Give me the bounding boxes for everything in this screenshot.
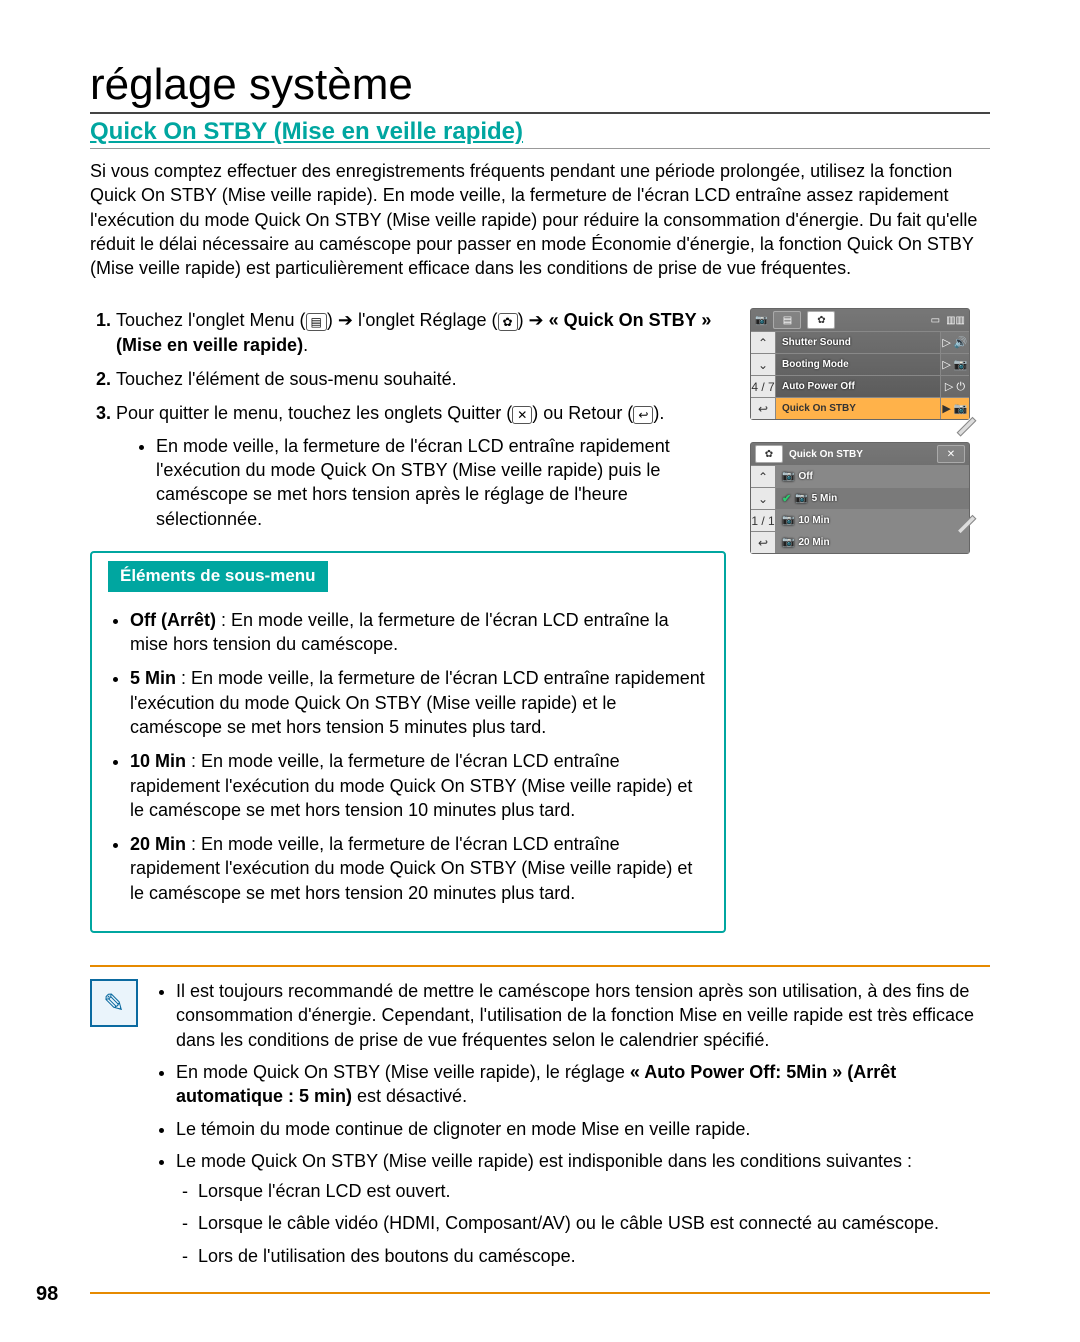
- enter-icon[interactable]: ▷ 📷: [940, 354, 969, 375]
- page-indicator: 1 / 1: [751, 510, 776, 531]
- divider: [90, 965, 990, 967]
- option-off[interactable]: 📷Off: [776, 466, 969, 487]
- settings-tab[interactable]: ✿: [755, 445, 783, 463]
- note-subitem: Lors de l'utilisation des boutons du cam…: [198, 1244, 990, 1268]
- divider: [90, 1292, 990, 1294]
- steps-list: Touchez l'onglet Menu (▤) ➔ l'onglet Rég…: [90, 308, 726, 530]
- submenu-header: Quick On STBY: [789, 449, 863, 460]
- submenu-item: 10 Min : En mode veille, la fermeture de…: [130, 749, 708, 822]
- option-20min[interactable]: 📷20 Min: [776, 532, 969, 553]
- intro-paragraph: Si vous comptez effectuer des enregistre…: [90, 159, 990, 280]
- notes-list: Il est toujours recommandé de mettre le …: [154, 979, 990, 1276]
- battery-icon: ▥▥: [946, 315, 965, 326]
- menu-item[interactable]: Booting Mode: [776, 354, 940, 375]
- option-10min[interactable]: 📷10 Min: [776, 510, 969, 531]
- page-number: 98: [36, 1283, 58, 1306]
- step-1: Touchez l'onglet Menu (▤) ➔ l'onglet Rég…: [116, 308, 726, 357]
- note-item: En mode Quick On STBY (Mise veille rapid…: [176, 1060, 990, 1109]
- note-item: Le mode Quick On STBY (Mise veille rapid…: [176, 1149, 990, 1268]
- lcd-settings-menu: 📷 ▤ ✿ ▭ ▥▥ ⌃ Shutter Sound ▷ 🔊 ⌄ Booting…: [750, 308, 970, 420]
- nav-up[interactable]: ⌃: [751, 332, 776, 353]
- menu-item-selected[interactable]: Quick On STBY: [776, 398, 940, 419]
- note-item: Il est toujours recommandé de mettre le …: [176, 979, 990, 1052]
- close-button[interactable]: ✕: [937, 445, 965, 463]
- menu-item[interactable]: Shutter Sound: [776, 332, 940, 353]
- submenu-item: 5 Min : En mode veille, la fermeture de …: [130, 666, 708, 739]
- nav-down[interactable]: ⌄: [751, 488, 776, 509]
- submenu-item: Off (Arrêt) : En mode veille, la fermetu…: [130, 608, 708, 657]
- page-title: réglage système: [90, 60, 990, 114]
- stylus-icon: [953, 411, 979, 437]
- submenu-item: 20 Min : En mode veille, la fermeture de…: [130, 832, 708, 905]
- menu-tab[interactable]: ▤: [773, 311, 801, 329]
- nav-back[interactable]: ↩: [751, 532, 776, 553]
- submenu-box: Éléments de sous-menu Off (Arrêt) : En m…: [90, 551, 726, 933]
- note-icon: ✎: [90, 979, 138, 1027]
- enter-icon[interactable]: ▷ 🔊: [940, 332, 969, 353]
- step-3: Pour quitter le menu, touchez les onglet…: [116, 401, 726, 530]
- menu-item[interactable]: Auto Power Off: [776, 376, 940, 397]
- step-3-detail: En mode veille, la fermeture de l'écran …: [156, 434, 726, 531]
- camera-icon: 📷: [755, 315, 767, 326]
- stylus-icon: [953, 509, 979, 535]
- page-indicator: 4 / 7: [751, 376, 776, 397]
- menu-icon: ▤: [306, 313, 327, 331]
- submenu-heading: Éléments de sous-menu: [108, 561, 328, 592]
- nav-up[interactable]: ⌃: [751, 466, 776, 487]
- lcd-submenu: ✿ Quick On STBY ✕ ⌃ 📷Off ⌄ ✔📷5 Min 1 / 1…: [750, 442, 970, 554]
- note-subitem: Lorsque le câble vidéo (HDMI, Composant/…: [198, 1211, 990, 1235]
- back-icon: ↩: [633, 406, 653, 424]
- exit-icon: ✕: [512, 406, 532, 424]
- step-2: Touchez l'élément de sous-menu souhaité.: [116, 367, 726, 391]
- settings-tab[interactable]: ✿: [807, 311, 835, 329]
- card-icon: ▭: [931, 315, 940, 326]
- nav-back[interactable]: ↩: [751, 398, 776, 419]
- settings-icon: ✿: [498, 313, 518, 331]
- note-item: Le témoin du mode continue de clignoter …: [176, 1117, 990, 1141]
- option-5min-selected[interactable]: ✔📷5 Min: [776, 488, 969, 509]
- nav-down[interactable]: ⌄: [751, 354, 776, 375]
- note-subitem: Lorsque l'écran LCD est ouvert.: [198, 1179, 990, 1203]
- enter-icon[interactable]: ▷ ⏻: [940, 376, 969, 397]
- section-heading: Quick On STBY (Mise en veille rapide): [90, 118, 990, 149]
